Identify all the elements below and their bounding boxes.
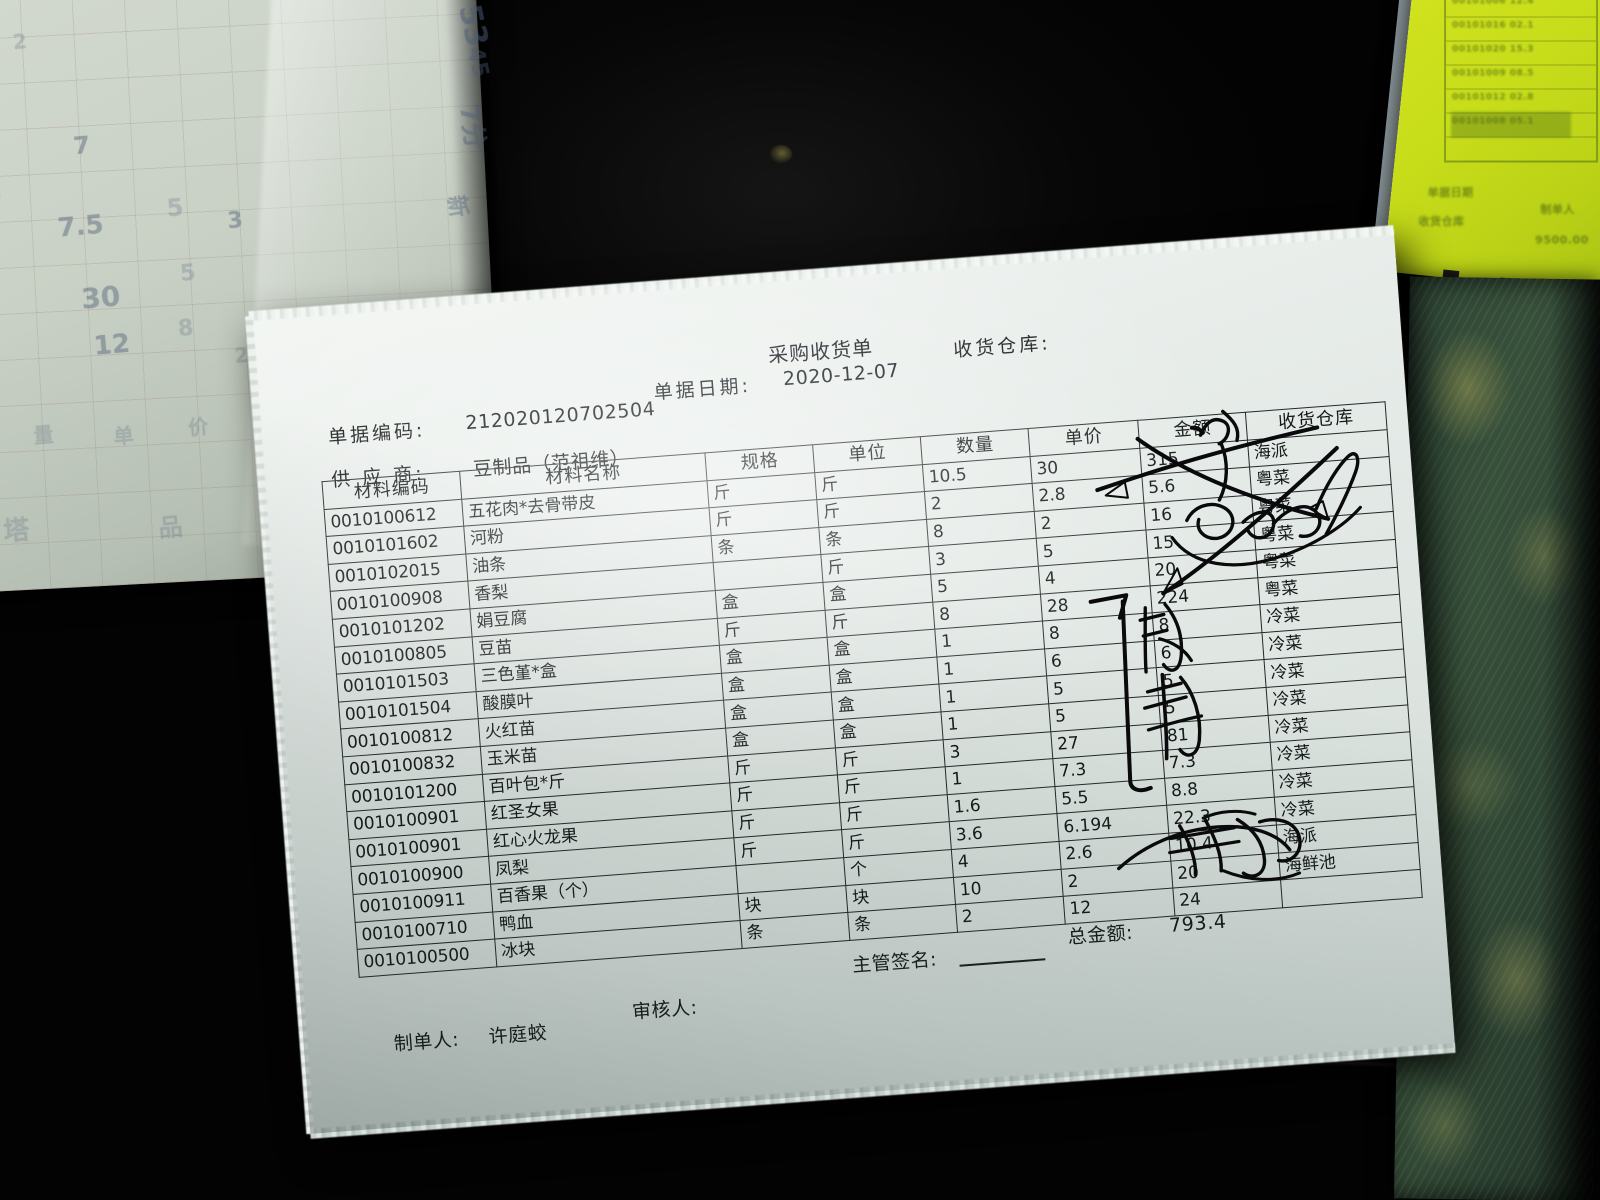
auditor-label: 审核人:: [631, 996, 699, 1024]
total-value: 793.4: [1168, 910, 1228, 937]
preparer-value: 许庭蛟: [487, 1021, 549, 1049]
doc-code-label: 单据编码:: [327, 419, 427, 449]
total-label: 总金额:: [1066, 921, 1134, 949]
yellow-note-stamp: [1450, 111, 1571, 138]
supervisor-label: 主管签名:: [851, 948, 938, 977]
doc-date-label: 单据日期:: [652, 374, 752, 405]
background-speck: [770, 145, 792, 163]
doc-code-value: 212020120702504: [464, 398, 657, 435]
supervisor-signature-line: [959, 958, 1046, 967]
yellow-receipt-note: 00101006 12.4 00101016 02.1 00101020 15.…: [1382, 0, 1600, 296]
items-table: 材料编码 材料名称 规格 单位 数量 单价 金额 收货仓库 0010100612…: [321, 401, 1423, 977]
preparer-label: 制单人:: [393, 1028, 460, 1056]
header-warehouse-label: 收货仓库:: [952, 332, 1052, 362]
table-body: 0010100612 五花肉*去骨带皮斤斤 10.5 30 315 海派 001010160…: [324, 429, 1423, 977]
purchase-receipt-document: 采购收货单 单据编码: 212020120702504 单据日期: 2020-1…: [244, 225, 1456, 1139]
notebook-margin-scribble-3: 7分: [452, 102, 491, 152]
yellow-note-table: 00101006 12.4 00101016 02.1 00101020 15.…: [1444, 0, 1599, 163]
